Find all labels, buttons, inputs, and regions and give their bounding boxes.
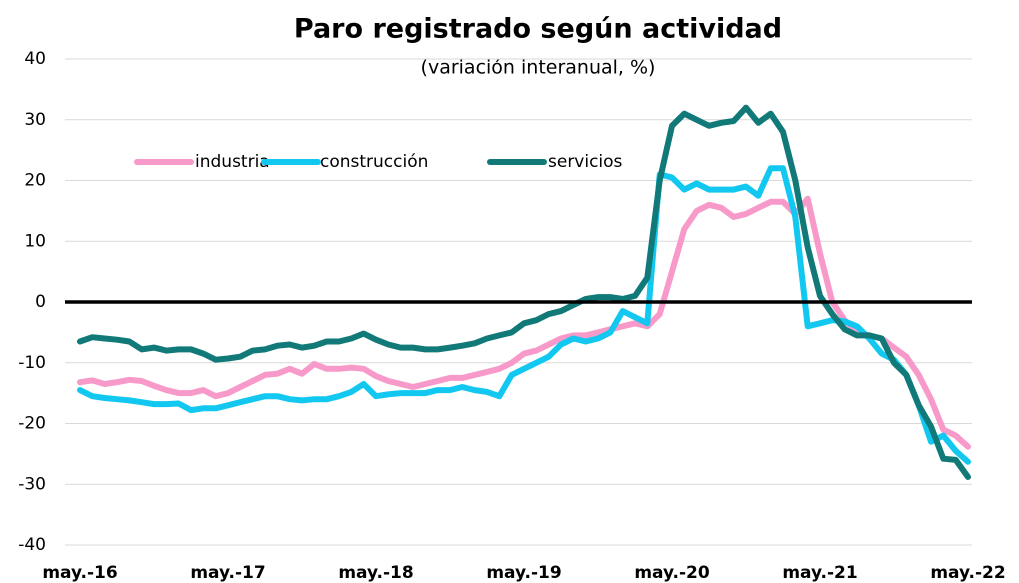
y-tick-label: 0 bbox=[35, 292, 46, 312]
series-line bbox=[77, 104, 971, 480]
x-tick-label: may.-19 bbox=[486, 563, 561, 583]
legend-label: construcción bbox=[320, 152, 428, 172]
y-tick-label: -30 bbox=[18, 474, 46, 494]
y-tick-label: -20 bbox=[18, 414, 46, 434]
series-line bbox=[77, 195, 971, 450]
chart-subtitle: (variación interanual, %) bbox=[421, 57, 656, 79]
x-tick-label: may.-16 bbox=[42, 563, 117, 583]
x-tick-label: may.-22 bbox=[930, 563, 1005, 583]
y-tick-label: 20 bbox=[24, 171, 46, 191]
legend-label: industria bbox=[195, 152, 270, 172]
y-tick-label: 30 bbox=[24, 110, 46, 130]
chart-title: Paro registrado según actividad bbox=[294, 14, 782, 45]
x-tick-label: may.-17 bbox=[190, 563, 265, 583]
y-tick-label: 10 bbox=[24, 231, 46, 251]
series-line bbox=[77, 165, 971, 465]
x-tick-label: may.-21 bbox=[782, 563, 857, 583]
x-tick-label: may.-18 bbox=[338, 563, 413, 583]
x-tick-label: may.-20 bbox=[634, 563, 710, 583]
y-tick-label: -40 bbox=[18, 535, 46, 555]
y-tick-label: 40 bbox=[24, 49, 46, 69]
y-tick-label: -10 bbox=[18, 353, 46, 373]
legend-label: servicios bbox=[548, 152, 623, 172]
